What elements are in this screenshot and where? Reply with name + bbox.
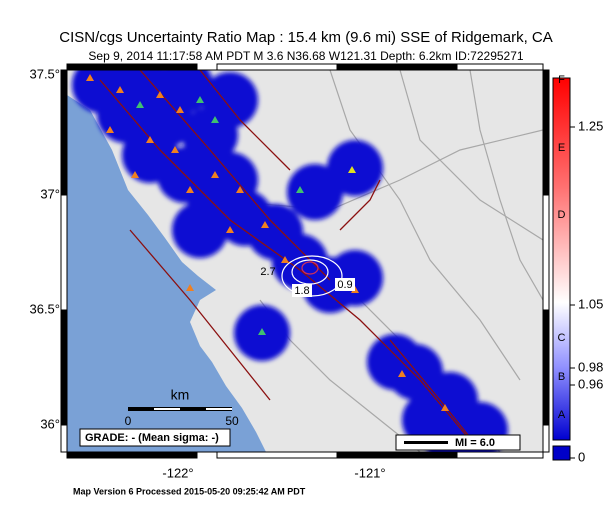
mi-box <box>395 434 521 451</box>
frame-bar <box>60 194 68 311</box>
station <box>131 171 139 178</box>
station <box>261 221 269 228</box>
contour-label: 1.8 <box>294 285 309 297</box>
uncertainty-areas <box>72 70 508 452</box>
contour-label: 2.7 <box>260 266 275 278</box>
scale-tick: 0 <box>125 414 132 428</box>
station <box>296 186 304 193</box>
grade-letter: A <box>558 409 566 421</box>
station <box>186 284 194 291</box>
frame-bar <box>216 451 338 459</box>
stations <box>86 74 459 443</box>
frame-bar <box>60 424 68 453</box>
station <box>136 101 144 108</box>
station <box>106 126 114 133</box>
mi-line <box>404 441 448 444</box>
frame-bar <box>336 451 458 459</box>
colorbar-label: 0.96 <box>578 376 603 391</box>
frame-bar <box>456 63 544 71</box>
station <box>196 96 204 103</box>
scale-bar <box>206 408 232 410</box>
station <box>146 136 154 143</box>
lat-label: 36° <box>40 416 60 431</box>
footer: Map Version 6 Processed 2015-05-20 09:25… <box>73 486 306 496</box>
label-box <box>335 278 355 291</box>
station <box>171 146 179 153</box>
frame-bar <box>542 69 550 196</box>
frame-bar <box>60 69 68 196</box>
scale-tick: 50 <box>225 414 239 428</box>
grade-letter: C <box>558 332 566 344</box>
colorbar-label: 0 <box>578 449 585 464</box>
subtitle: Sep 9, 2014 11:17:58 AM PDT M 3.6 N36.68… <box>88 49 523 63</box>
grade-letter: F <box>558 74 565 86</box>
colorbar-label: 1.05 <box>578 296 603 311</box>
station <box>116 86 124 93</box>
frame-bar <box>456 451 544 459</box>
lat-label: 37° <box>40 186 60 201</box>
faults <box>99 70 481 451</box>
frame-bar <box>336 63 458 71</box>
blob <box>182 107 238 163</box>
grade-letter: D <box>558 209 566 221</box>
station <box>186 186 194 193</box>
lat-label: 36.5° <box>29 301 60 316</box>
title: CISN/cgs Uncertainty Ratio Map : 15.4 km… <box>59 29 553 46</box>
scale-bar <box>154 408 180 410</box>
scale-title: km <box>171 387 190 403</box>
grade-letter: B <box>558 371 565 383</box>
station <box>226 226 234 233</box>
station <box>211 171 219 178</box>
frame-bar <box>66 63 198 71</box>
station <box>348 166 356 173</box>
colorbar-label: 0.98 <box>578 359 603 374</box>
lon-label: -121° <box>354 465 385 480</box>
frame-bar <box>216 63 338 71</box>
colorbar <box>552 77 571 441</box>
grade-box <box>79 428 231 447</box>
frame-bar <box>60 309 68 426</box>
station <box>176 106 184 113</box>
blob <box>172 202 228 258</box>
station <box>236 186 244 193</box>
grade-letter: E <box>558 142 565 154</box>
lat-label: 37.5° <box>29 66 60 81</box>
colorbar-zero <box>552 445 571 461</box>
station <box>156 91 164 98</box>
frame-bar <box>542 194 550 311</box>
label-box <box>292 284 312 297</box>
contour-label: 0.9 <box>337 279 352 291</box>
colorbar-labels: F E D C B A 1.25 1.05 0.98 0.96 0 <box>558 74 604 465</box>
grade: GRADE: - (Mean sigma: -) <box>85 432 219 444</box>
frame-bar <box>66 451 198 459</box>
station <box>398 370 406 377</box>
lon-label: -122° <box>162 465 193 480</box>
station <box>441 404 449 411</box>
station <box>211 116 219 123</box>
frame-bar <box>542 424 550 453</box>
blob <box>327 140 383 196</box>
station <box>86 74 94 81</box>
frame-bar <box>542 309 550 426</box>
mi-label: MI = 6.0 <box>455 437 495 449</box>
station <box>258 328 266 335</box>
station <box>281 256 289 263</box>
frame-ticks <box>60 63 550 459</box>
colorbar-label: 1.25 <box>578 118 603 133</box>
map-area <box>67 70 543 452</box>
